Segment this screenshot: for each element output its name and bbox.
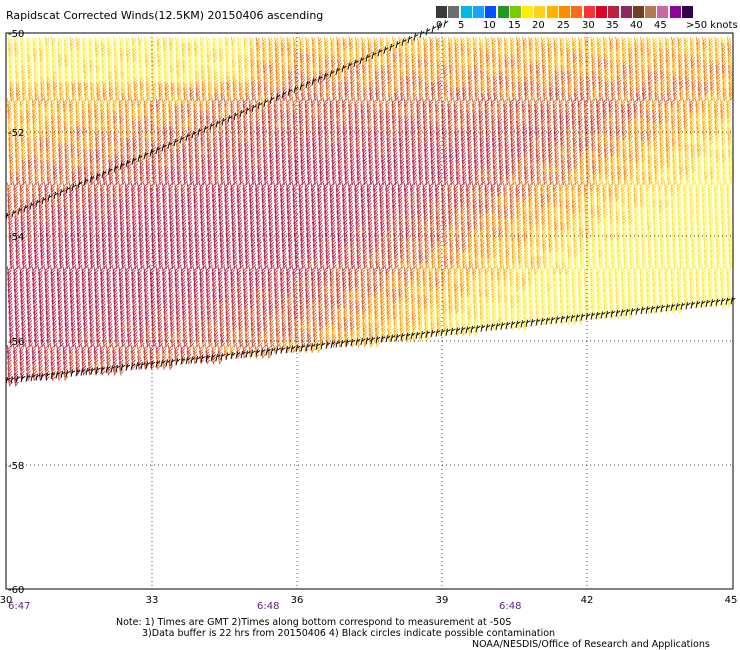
longitude-label: 36 bbox=[291, 595, 304, 606]
scale-swatch bbox=[460, 6, 472, 18]
scale-swatch bbox=[559, 6, 570, 18]
wind-barbs bbox=[6, 36, 734, 354]
scale-label: 20 bbox=[532, 20, 545, 31]
scale-label: 5 bbox=[458, 20, 465, 31]
swath-edge-barbs bbox=[5, 297, 736, 385]
scale-label: 40 bbox=[630, 20, 643, 31]
chart-title: Rapidscat Corrected Winds(12.5KM) 201504… bbox=[6, 9, 324, 22]
scale-label: 35 bbox=[606, 20, 619, 31]
scale-label: 10 bbox=[483, 20, 496, 31]
scale-label: 45 bbox=[654, 20, 667, 31]
latitude-label: -60 bbox=[8, 585, 24, 596]
latitude-label: -54 bbox=[8, 232, 24, 243]
latitude-label: -58 bbox=[8, 461, 24, 472]
wind-barb-swath bbox=[5, 20, 736, 387]
notes-block: Note: 1) Times are GMT 2)Times along bot… bbox=[116, 617, 555, 639]
scale-label: 15 bbox=[508, 20, 521, 31]
scale-swatch bbox=[571, 6, 583, 18]
scale-label: >50 knots bbox=[686, 20, 738, 31]
credit-line: NOAA/NESDIS/Office of Research and Appli… bbox=[472, 639, 710, 650]
scale-swatch bbox=[608, 6, 620, 18]
longitude-label: 39 bbox=[436, 595, 449, 606]
scale-swatch bbox=[534, 6, 546, 18]
scale-swatch bbox=[583, 6, 595, 18]
longitude-label: 33 bbox=[146, 595, 159, 606]
time-label: 6:48 bbox=[257, 601, 279, 612]
scale-swatch bbox=[436, 6, 447, 18]
scale-swatch bbox=[509, 6, 521, 18]
scale-swatch bbox=[472, 6, 484, 18]
scale-swatch bbox=[522, 6, 534, 18]
longitude-label: 42 bbox=[581, 595, 594, 606]
wind-barbs bbox=[7, 76, 647, 387]
wind-barbs bbox=[6, 36, 734, 359]
scale-swatch bbox=[669, 6, 681, 18]
longitude-label: 45 bbox=[725, 595, 738, 606]
latitude-label: -56 bbox=[8, 337, 24, 348]
scale-swatch bbox=[448, 6, 460, 18]
scale-swatch bbox=[645, 6, 657, 18]
map-frame bbox=[5, 32, 734, 590]
scale-swatch bbox=[497, 6, 509, 18]
wind-barbs bbox=[6, 53, 727, 382]
scale-swatch bbox=[632, 6, 644, 18]
wind-barbs bbox=[7, 36, 734, 337]
scale-swatch bbox=[620, 6, 632, 18]
lat-lon-grid bbox=[6, 33, 733, 589]
wind-barbs bbox=[6, 132, 497, 382]
latitude-label: -52 bbox=[8, 128, 24, 139]
scale-label: 25 bbox=[557, 20, 570, 31]
longitude-label: 30 bbox=[0, 595, 12, 606]
scale-swatch bbox=[595, 6, 607, 18]
scale-swatch bbox=[546, 6, 558, 18]
time-label: 6:48 bbox=[499, 601, 521, 612]
scale-swatch bbox=[485, 6, 497, 18]
wind-barbs bbox=[6, 109, 571, 387]
scale-label: 30 bbox=[582, 20, 595, 31]
swath-edge-barbs bbox=[5, 20, 449, 221]
note-line-1: Note: 1) Times are GMT 2)Times along bot… bbox=[116, 617, 512, 628]
latitude-label: -50 bbox=[8, 29, 24, 40]
scale-swatch bbox=[682, 6, 693, 18]
time-label: 6:47 bbox=[8, 601, 30, 612]
scale-swatch bbox=[657, 6, 669, 18]
wind-barbs bbox=[7, 36, 733, 348]
note-line-2: 3)Data buffer is 22 hrs from 20150406 4)… bbox=[142, 628, 556, 639]
